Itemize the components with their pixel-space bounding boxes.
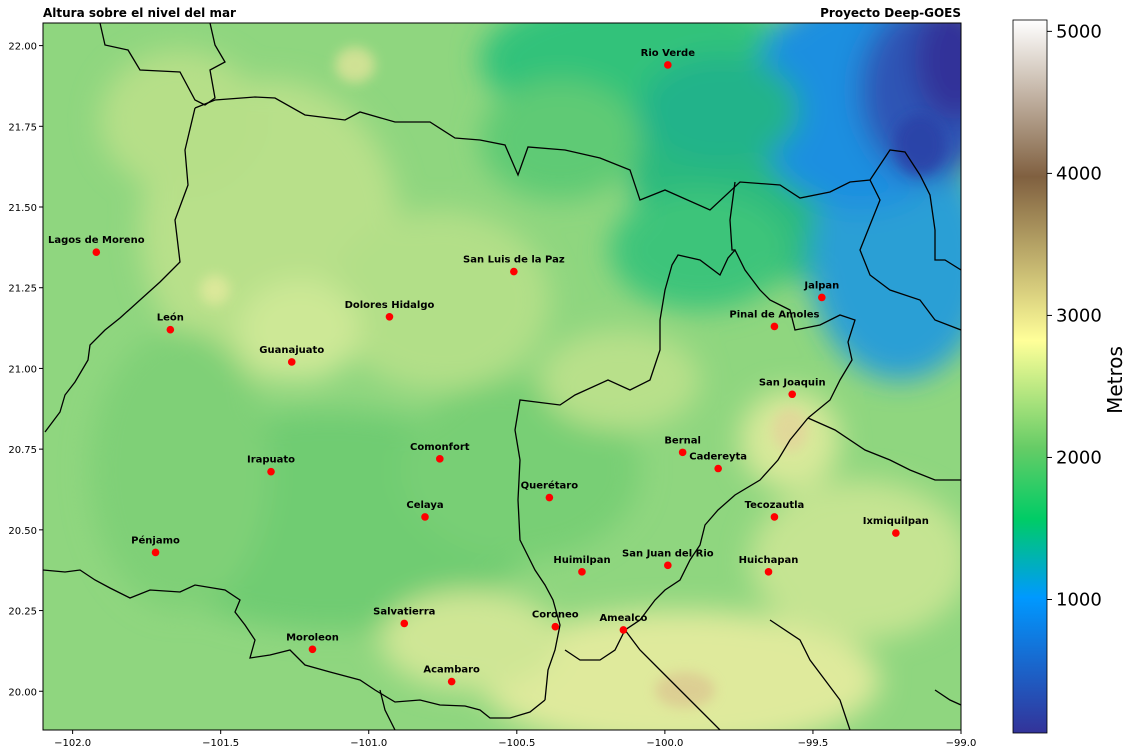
city-marker: [818, 293, 826, 302]
city-marker: [92, 248, 101, 257]
city-marker: [714, 464, 722, 473]
city-label: Coroneo: [532, 610, 579, 621]
city-label: León: [157, 312, 184, 324]
city-label: Amealco: [599, 613, 647, 624]
city-marker: [892, 529, 900, 537]
city-marker: [764, 568, 773, 576]
city-marker: [619, 626, 628, 634]
city-label: Tecozautla: [745, 500, 805, 511]
city-marker: [578, 568, 586, 576]
city-label: San Luis de la Paz: [463, 255, 565, 266]
state-borders: [43, 23, 961, 730]
map-title: Altura sobre el nivel del mar: [43, 6, 236, 20]
y-tick-label: 21.75: [8, 122, 37, 133]
city-markers: Rio Verde Lagos de Moreno San Luis de la P…: [48, 48, 929, 686]
x-tick-label: −102.0: [54, 738, 91, 749]
x-tick-label: −100.0: [646, 738, 683, 749]
colorbar-tick-label: 4000: [1056, 163, 1102, 184]
city-marker: [678, 448, 687, 457]
city-marker: [510, 267, 518, 276]
city-label: Cadereyta: [689, 452, 747, 463]
x-tick-label: −101.0: [350, 738, 387, 749]
y-tick-label: 20.75: [8, 445, 37, 456]
project-title: Proyecto Deep-GOES: [820, 6, 961, 20]
city-marker: [151, 548, 160, 557]
colorbar-tick-label: 2000: [1056, 447, 1102, 468]
city-marker: [447, 677, 456, 686]
x-axis: −102.0 −101.5 −101.0 −100.5 −100.0 −99.5 −99.0: [54, 730, 976, 749]
city-label: Salvatierra: [373, 606, 435, 617]
city-label: Pénjamo: [131, 534, 180, 546]
colorbar-ticks: 1000 2000 3000 4000 5000: [1047, 21, 1102, 610]
city-label: Ixmiquilpan: [863, 516, 929, 527]
city-marker: [267, 467, 275, 476]
city-label: Huichapan: [739, 555, 799, 566]
colorbar-tick-label: 3000: [1056, 305, 1102, 326]
city-marker: [385, 312, 394, 321]
colorbar-tick-label: 5000: [1056, 21, 1102, 42]
city-marker: [400, 619, 409, 628]
city-label: San Juan del Rio: [622, 548, 714, 559]
city-label: Jalpan: [803, 280, 839, 291]
city-label: Dolores Hidalgo: [345, 300, 435, 311]
city-marker: [421, 513, 429, 521]
x-tick-label: −99.5: [798, 738, 829, 749]
x-tick-label: −99.0: [946, 738, 977, 749]
city-marker: [436, 455, 444, 463]
y-axis: 20.00 20.25 20.50 20.75 21.00 21.25 21.50 21.75…: [8, 42, 43, 698]
colorbar: [1012, 19, 1048, 734]
city-label: Moroleon: [286, 632, 339, 643]
city-marker: [770, 513, 779, 521]
y-tick-label: 21.00: [8, 364, 37, 375]
city-label: Pinal de Amoles: [729, 309, 819, 320]
city-label: Huimilpan: [553, 555, 610, 566]
city-label: Acambaro: [423, 665, 480, 676]
city-marker: [287, 358, 296, 366]
x-tick-label: −101.5: [202, 738, 239, 749]
city-label: Irapuato: [247, 455, 295, 466]
city-marker: [788, 390, 797, 399]
city-label: Comonfort: [410, 442, 470, 453]
city-label: Bernal: [664, 435, 701, 446]
city-label: Rio Verde: [641, 48, 696, 59]
y-tick-label: 21.50: [8, 203, 37, 214]
city-label: Guanajuato: [259, 345, 324, 356]
colorbar-label: Metros: [1103, 346, 1127, 414]
y-tick-label: 20.00: [8, 687, 37, 698]
colorbar-tick-label: 1000: [1056, 589, 1102, 610]
elevation-raster: [43, 23, 961, 730]
city-marker: [551, 622, 560, 631]
y-tick-label: 20.50: [8, 526, 37, 537]
city-label: San Joaquin: [759, 377, 826, 388]
y-tick-label: 22.00: [8, 42, 37, 53]
city-marker: [770, 322, 779, 331]
map-frame: [42, 22, 962, 731]
y-tick-label: 21.25: [8, 284, 37, 295]
city-marker: [308, 645, 317, 654]
city-marker: [664, 61, 672, 69]
city-label: Querétaro: [521, 480, 579, 492]
city-label: Lagos de Moreno: [48, 235, 145, 246]
city-marker: [664, 561, 672, 570]
city-marker: [545, 493, 554, 502]
city-marker: [166, 325, 175, 334]
y-tick-label: 20.25: [8, 607, 37, 618]
city-label: Celaya: [406, 500, 443, 511]
x-tick-label: −100.5: [498, 738, 535, 749]
